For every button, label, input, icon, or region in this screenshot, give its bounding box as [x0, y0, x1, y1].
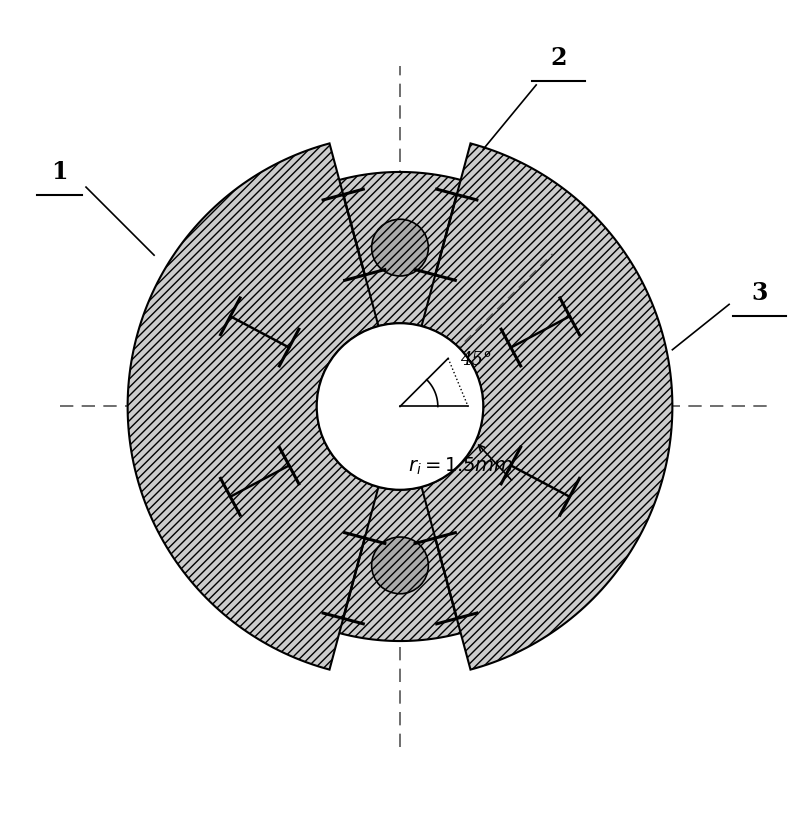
Text: 3: 3 — [751, 281, 767, 305]
Circle shape — [372, 537, 428, 593]
Polygon shape — [422, 143, 672, 670]
Text: 1: 1 — [51, 160, 68, 184]
Text: 2: 2 — [550, 46, 567, 71]
Polygon shape — [128, 143, 378, 670]
Circle shape — [317, 324, 483, 489]
Polygon shape — [193, 446, 607, 641]
Text: 45°: 45° — [461, 350, 493, 368]
Text: $r_i = 1.5mm$: $r_i = 1.5mm$ — [407, 455, 513, 477]
Polygon shape — [193, 172, 607, 367]
Circle shape — [372, 220, 428, 276]
